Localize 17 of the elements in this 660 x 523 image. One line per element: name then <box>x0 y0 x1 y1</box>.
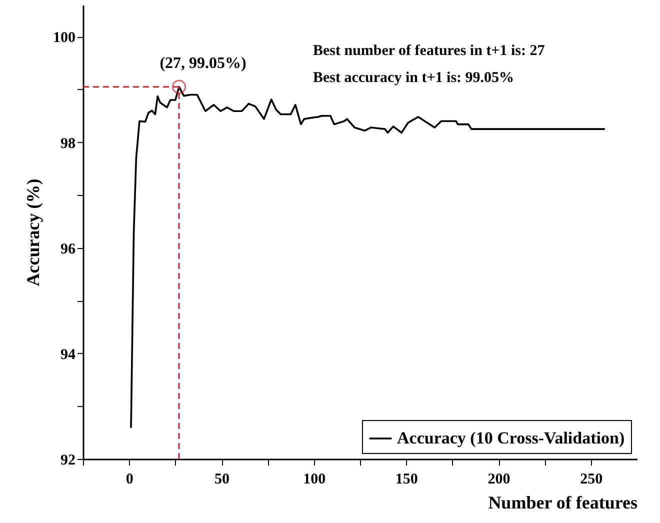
x-axis-title: Number of features <box>488 492 638 512</box>
annotation: (27, 99.05%) <box>160 54 246 72</box>
x-tick-label: 150 <box>395 472 418 488</box>
annotation: Best accuracy in t+1 is: 99.05% <box>313 70 514 86</box>
y-tick-label: 92 <box>60 452 76 468</box>
y-tick-label: 100 <box>53 30 76 46</box>
x-tick-label: 50 <box>214 472 230 488</box>
y-tick-label: 94 <box>60 346 76 363</box>
x-tick-label: 200 <box>488 472 510 488</box>
x-tick-label: 100 <box>303 472 326 488</box>
y-tick-label: 98 <box>60 136 76 152</box>
x-tick-label: 0 <box>126 472 134 488</box>
x-tick-label: 250 <box>580 472 603 488</box>
legend-label: Accuracy (10 Cross-Validation) <box>397 428 625 448</box>
annotation: Best number of features in t+1 is: 27 <box>313 43 546 59</box>
y-axis-title: Accuracy (%) <box>23 178 43 286</box>
y-tick-label: 96 <box>60 241 76 258</box>
